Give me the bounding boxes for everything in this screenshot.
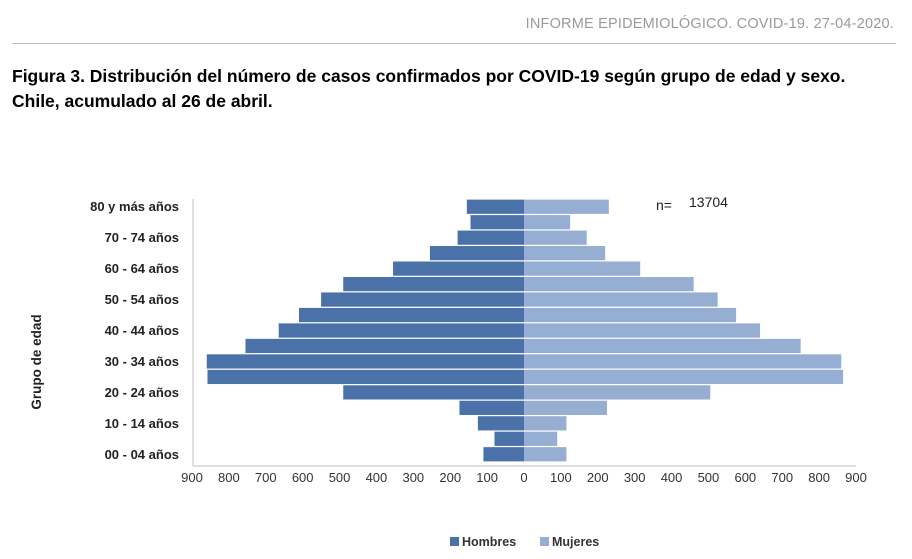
x-tick-label: 300 — [402, 470, 424, 485]
y-tick-label: 10 - 14 años — [105, 416, 179, 431]
x-tick-label: 0 — [520, 470, 527, 485]
n-label: n= — [656, 197, 672, 213]
n-value: 13704 — [689, 194, 728, 210]
bar-mujeres-60-64-a-os — [524, 261, 641, 276]
figure-title: Figura 3. Distribución del número de cas… — [12, 64, 902, 114]
bar-hombres-10-14-a-os — [477, 416, 524, 431]
legend-swatch-mujeres — [540, 537, 549, 546]
bar-hombres-80-y-m-s-a-os — [466, 199, 524, 214]
x-tick-labels: 900 800 700 600 500 400 300 200 100 0 100 200 300 400… — [181, 470, 867, 485]
report-header: INFORME EPIDEMIOLÓGICO. COVID-19. 27-04-… — [525, 16, 894, 32]
x-tick-label: 300 — [624, 470, 646, 485]
bar-mujeres-80-y-m-s-a-os — [524, 199, 609, 214]
bar-mujeres-35-39-a-os — [524, 338, 801, 354]
bar-mujeres-20-24-a-os — [524, 385, 711, 400]
bar-hombres-65-69-a-os — [429, 246, 524, 261]
bar-mujeres-25-29-a-os — [524, 369, 844, 385]
y-tick-label: 20 - 24 años — [105, 385, 179, 400]
legend: Hombres Mujeres — [450, 535, 599, 549]
legend-label-hombres: Hombres — [462, 535, 516, 549]
bar-hombres-60-64-a-os — [393, 261, 524, 276]
bar-hombres-05-09-a-os — [494, 431, 524, 446]
bar-mujeres-40-44-a-os — [524, 323, 761, 338]
header-divider — [12, 43, 896, 44]
y-tick-label: 30 - 34 años — [105, 354, 179, 369]
x-tick-label: 600 — [734, 470, 756, 485]
y-tick-label: 60 - 64 años — [105, 261, 179, 276]
x-tick-label: 800 — [218, 470, 240, 485]
bar-mujeres-50-54-a-os — [524, 292, 718, 307]
bar-mujeres-00-04-a-os — [524, 447, 567, 462]
bar-hombres-35-39-a-os — [245, 338, 524, 354]
x-tick-label: 500 — [329, 470, 351, 485]
bar-mujeres-05-09-a-os — [524, 431, 558, 446]
bar-hombres-45-49-a-os — [298, 307, 524, 323]
legend-label-mujeres: Mujeres — [552, 535, 599, 549]
x-tick-label: 400 — [366, 470, 388, 485]
x-tick-label: 200 — [439, 470, 461, 485]
x-tick-label: 100 — [476, 470, 498, 485]
bar-mujeres-45-49-a-os — [524, 307, 737, 323]
x-tick-label: 600 — [292, 470, 314, 485]
y-tick-labels: 80 y más años 70 - 74 años 60 - 64 años 50 … — [90, 199, 179, 462]
bar-hombres-70-74-a-os — [457, 230, 524, 245]
y-tick-label: 00 - 04 años — [105, 447, 179, 462]
x-tick-label: 800 — [808, 470, 830, 485]
legend-swatch-hombres — [450, 537, 459, 546]
figure-title-line-2: Chile, acumulado al 26 de abril. — [12, 91, 273, 111]
bar-mujeres-15-19-a-os — [524, 400, 607, 415]
x-tick-label: 900 — [845, 470, 867, 485]
bar-mujeres-65-69-a-os — [524, 246, 606, 261]
bar-hombres-75-79-a-os — [470, 215, 524, 230]
x-tick-label: 700 — [771, 470, 793, 485]
y-tick-label: 70 - 74 años — [105, 230, 179, 245]
bar-hombres-55-59-a-os — [343, 276, 524, 292]
bar-mujeres-70-74-a-os — [524, 230, 587, 245]
bar-hombres-00-04-a-os — [483, 447, 524, 462]
bar-mujeres-75-79-a-os — [524, 215, 571, 230]
y-axis-title: Grupo de edad — [29, 314, 44, 409]
bar-hombres-50-54-a-os — [321, 292, 524, 307]
bar-hombres-40-44-a-os — [278, 323, 524, 338]
x-tick-label: 700 — [255, 470, 277, 485]
bar-mujeres-30-34-a-os — [524, 354, 842, 369]
bar-hombres-20-24-a-os — [343, 385, 524, 400]
y-tick-label: 40 - 44 años — [105, 323, 179, 338]
bars-group — [206, 199, 844, 462]
x-tick-label: 500 — [698, 470, 720, 485]
x-tick-label: 200 — [587, 470, 609, 485]
bar-hombres-15-19-a-os — [459, 400, 524, 415]
figure-title-line-1: Figura 3. Distribución del número de cas… — [12, 66, 846, 86]
bar-hombres-25-29-a-os — [207, 369, 524, 385]
y-tick-label: 80 y más años — [90, 199, 179, 214]
x-tick-label: 400 — [661, 470, 683, 485]
y-tick-label: 50 - 54 años — [105, 292, 179, 307]
x-tick-label: 900 — [181, 470, 203, 485]
x-tick-label: 100 — [550, 470, 572, 485]
bar-mujeres-55-59-a-os — [524, 276, 694, 292]
bar-mujeres-10-14-a-os — [524, 416, 567, 431]
bar-hombres-30-34-a-os — [206, 354, 524, 369]
